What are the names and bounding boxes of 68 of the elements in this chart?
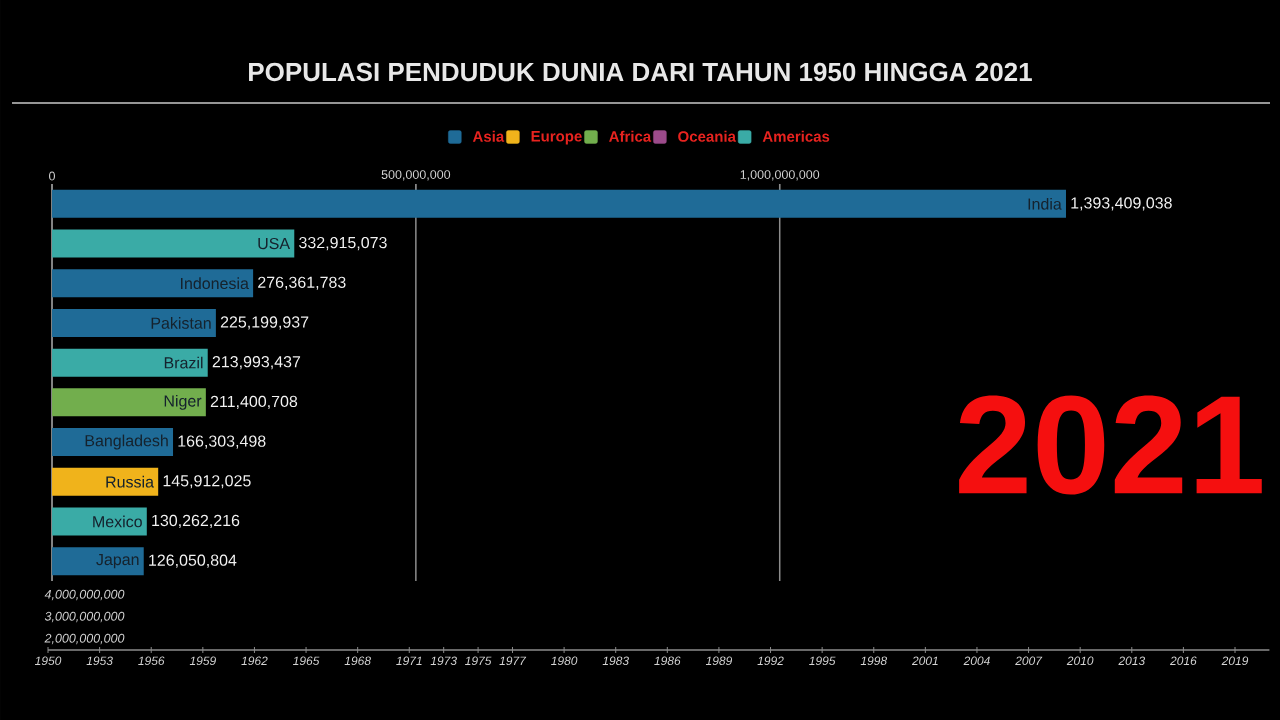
x-tick-label: 500,000,000 — [381, 170, 451, 181]
x-tick-label: 2001 — [911, 656, 938, 666]
y-tick-label: 2,000,000,000 — [44, 633, 125, 645]
y-tick-label: Bangladesh — [85, 434, 168, 450]
legend-label: Europe — [531, 131, 582, 145]
x-tick-label: 1962 — [241, 656, 268, 666]
y-tick-label: Niger — [164, 394, 202, 410]
bar — [52, 428, 174, 457]
x-tick-label: 1992 — [757, 656, 784, 666]
bar — [52, 308, 216, 337]
y-tick-label: Russia — [106, 475, 154, 488]
bar — [52, 189, 1066, 218]
x-tick-label: 1980 — [551, 656, 578, 666]
y-tick-label: Brazil — [164, 356, 203, 369]
data-label: 213,993,437 — [212, 356, 301, 370]
x-tick-label: 1965 — [293, 656, 320, 666]
bar — [52, 507, 147, 536]
bar — [52, 348, 208, 377]
x-tick-label: 1959 — [189, 656, 216, 666]
x-tick-label: 1950 — [34, 656, 62, 666]
data-label: 1,393,409,038 — [1071, 197, 1172, 211]
y-tick-label: Pakistan — [151, 317, 211, 329]
x-tick-label: 1989 — [705, 656, 733, 666]
chart-title: POPULASI PENDUDUK DUNIA DARI TAHUN 1950 HINGGA 2021 — [249, 62, 1032, 82]
data-label: 166,303,498 — [178, 435, 266, 449]
data-label: 145,912,025 — [163, 475, 251, 489]
x-tick-label: 1977 — [499, 656, 527, 666]
x-tick-label: 1995 — [809, 656, 836, 666]
x-tick-label: 2013 — [1118, 656, 1146, 666]
bar — [52, 467, 159, 496]
legend-label: Oceania — [678, 130, 737, 142]
y-tick-label: 4,000,000,000 — [44, 589, 125, 601]
legend-label: Asia — [472, 130, 505, 142]
data-label: 130,262,216 — [152, 514, 240, 529]
y-tick-label: Mexico — [93, 515, 142, 528]
data-label: 126,050,804 — [149, 554, 237, 568]
y-tick-label: India — [1028, 197, 1062, 210]
bar — [52, 547, 144, 576]
data-label: 225,199,937 — [220, 316, 309, 330]
y-tick-label: Japan — [96, 553, 139, 569]
x-tick-label: 2019 — [1221, 656, 1249, 666]
x-tick-label: 0 — [49, 171, 55, 181]
x-tick-label: 1986 — [654, 656, 681, 666]
x-tick-label: 1956 — [138, 656, 165, 666]
x-tick-label: 2016 — [1169, 656, 1197, 666]
x-tick-label: 1953 — [86, 656, 113, 666]
x-tick-label: 1973 — [430, 656, 457, 666]
y-tick-label: Indonesia — [181, 277, 249, 290]
x-tick-label: 1998 — [860, 656, 888, 666]
annotation: 2021 — [959, 395, 1262, 495]
y-tick-label: 3,000,000,000 — [44, 611, 125, 623]
bar — [52, 388, 206, 417]
data-label: 332,915,073 — [299, 236, 387, 251]
data-label: 211,400,708 — [210, 395, 298, 409]
bar — [52, 229, 295, 258]
y-tick-label: USA — [258, 237, 291, 250]
legend-label: Africa — [609, 130, 652, 142]
x-tick-label: 1971 — [396, 656, 422, 666]
x-tick-label: 2007 — [1015, 656, 1043, 666]
x-tick-label: 2004 — [963, 656, 990, 666]
legend-label: Americas — [762, 130, 830, 142]
x-tick-label: 1,000,000,000 — [740, 170, 820, 181]
x-tick-label: 2010 — [1066, 656, 1094, 666]
bar — [52, 269, 254, 298]
data-label: 276,361,783 — [258, 276, 346, 290]
x-tick-label: 1983 — [602, 656, 629, 666]
x-tick-label: 1975 — [465, 656, 492, 666]
x-tick-label: 1968 — [344, 656, 371, 666]
